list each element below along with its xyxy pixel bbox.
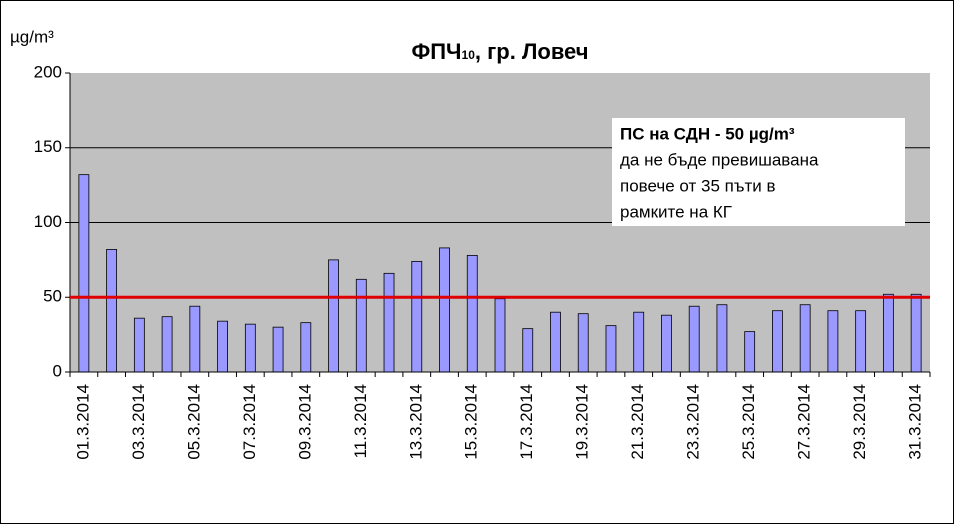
bar [633, 311, 645, 373]
bar [439, 247, 450, 373]
bar [466, 254, 478, 373]
bar [855, 310, 867, 373]
y-tick-label: 50 [43, 287, 62, 306]
bar [411, 260, 423, 373]
x-tick-label: 15.3.2014 [462, 384, 481, 460]
bar [688, 305, 700, 373]
bar [577, 313, 589, 373]
bar [910, 293, 922, 373]
y-tick-label: 200 [34, 62, 62, 81]
bar [882, 293, 894, 373]
bar [106, 249, 118, 373]
bar [522, 328, 534, 373]
x-tick-label: 09.3.2014 [295, 384, 314, 460]
annotation-line: повече от 35 пъти в [620, 176, 776, 195]
bar [772, 310, 783, 373]
annotation-box [612, 118, 905, 226]
y-tick-label: 0 [53, 361, 62, 380]
x-tick-label: 31.3.2014 [906, 384, 925, 460]
annotation-line: ПС на СДН - 50 µg/m³ [620, 124, 795, 143]
x-tick-label: 29.3.2014 [850, 384, 869, 460]
title-suffix: , гр. Ловеч [475, 39, 589, 64]
bar [605, 325, 617, 373]
bar [716, 304, 728, 373]
bar [272, 326, 284, 373]
bar [799, 304, 811, 373]
annotation-line: да не бъде превишавана [620, 150, 819, 169]
bar [827, 310, 839, 373]
bar [328, 259, 339, 373]
annotation-line: рамките на КГ [620, 202, 732, 221]
bar [744, 331, 756, 373]
bar [133, 317, 145, 373]
x-tick-label: 13.3.2014 [406, 384, 425, 460]
bar [244, 323, 256, 373]
bar [78, 174, 90, 373]
x-tick-label: 05.3.2014 [184, 384, 203, 460]
bar [661, 314, 672, 373]
x-tick-label: 03.3.2014 [129, 384, 148, 460]
x-tick-label: 19.3.2014 [573, 384, 592, 460]
y-tick-label: 150 [34, 137, 62, 156]
x-tick-label: 23.3.2014 [684, 384, 703, 460]
title-main: ФПЧ [411, 39, 461, 64]
x-tick-label: 17.3.2014 [517, 384, 536, 460]
x-tick-label: 27.3.2014 [795, 384, 814, 460]
bar [355, 278, 367, 373]
x-tick-label: 11.3.2014 [351, 384, 370, 458]
bar [550, 311, 561, 373]
bar [217, 320, 228, 373]
x-tick-label: 01.3.2014 [73, 384, 92, 460]
bar [161, 316, 173, 373]
bar [189, 305, 201, 373]
x-tick-label: 07.3.2014 [240, 384, 259, 460]
chart-title: ФПЧ10, гр. Ловеч [411, 39, 588, 64]
x-tick-label: 21.3.2014 [628, 384, 647, 460]
bar [383, 272, 395, 373]
y-axis-label: µg/m³ [10, 27, 54, 46]
bar [494, 298, 506, 373]
bar [300, 322, 312, 373]
y-tick-label: 100 [34, 212, 62, 231]
x-tick-label: 25.3.2014 [739, 384, 758, 460]
title-subscript: 10 [462, 48, 476, 62]
